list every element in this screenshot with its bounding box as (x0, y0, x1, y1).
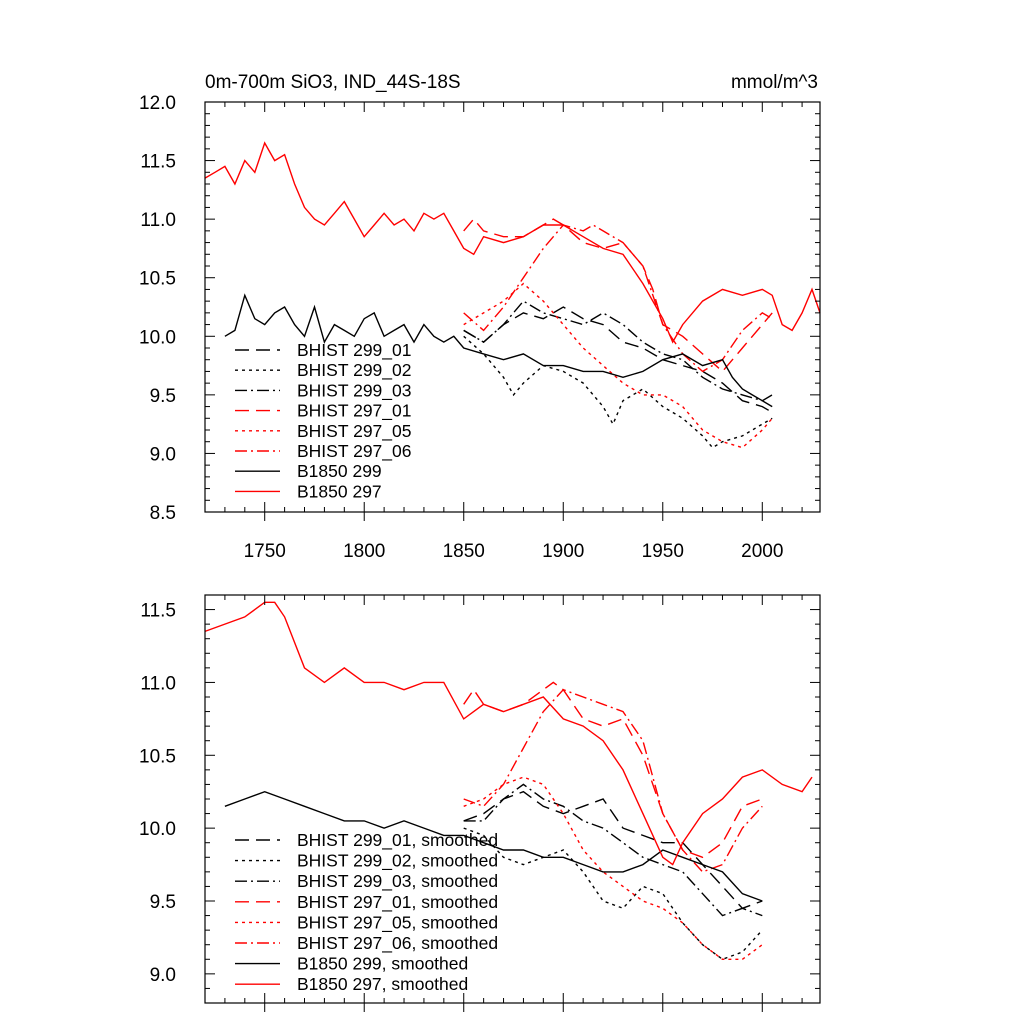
x-tick-label: 1750 (244, 541, 286, 562)
series-line-7 (204, 141, 821, 344)
series-line-6 (224, 293, 773, 408)
legend-label: BHIST 297_06 (297, 441, 411, 462)
series-line-2 (463, 783, 763, 917)
series-line-7 (204, 601, 813, 866)
legend-label: BHIST 299_03, smoothed (297, 871, 498, 892)
series-line-5 (463, 688, 763, 873)
series-line-2 (463, 300, 773, 402)
legend-label: BHIST 299_02 (297, 360, 411, 381)
y-tick-label: 9.0 (150, 965, 176, 986)
y-tick-label: 10.0 (139, 819, 176, 840)
panel-title: 0m-700m SiO3, IND_44S-18S (205, 72, 461, 93)
legend-label: BHIST 297_01 (297, 401, 411, 422)
legend-label: BHIST 297_06, smoothed (297, 933, 498, 954)
series-line-1 (463, 827, 763, 961)
y-tick-label: 10.0 (139, 327, 176, 348)
y-tick-label: 11.0 (140, 673, 176, 694)
series-line-3 (463, 681, 763, 859)
plot-frame (204, 101, 821, 513)
legend-label: BHIST 299_02, smoothed (297, 851, 498, 872)
y-tick-label: 11.5 (140, 601, 176, 622)
series-line-3 (463, 218, 773, 373)
legend-label: B1850 297 (297, 481, 382, 501)
x-tick-label: 1900 (542, 541, 584, 562)
x-tick-label: 1950 (642, 541, 684, 562)
series-line-5 (463, 224, 773, 373)
legend-label: BHIST 299_01, smoothed (297, 830, 498, 851)
y-tick-label: 12.0 (139, 93, 176, 114)
x-tick-label: 2000 (741, 541, 783, 562)
y-tick-label: 10.5 (139, 269, 176, 290)
bottom-panel: 9.0 9.5 10.0 10.5 11.0 11.5 BHIST 299_01, smoo… (139, 594, 821, 1012)
legend-label: BHIST 297_01, smoothed (297, 892, 498, 913)
legend-label: B1850 299 (297, 461, 382, 481)
legend-label: BHIST 297_05, smoothed (297, 912, 498, 933)
y-tick-label: 8.5 (150, 503, 176, 524)
legend-label: BHIST 299_01 (297, 340, 411, 361)
series-line-6 (224, 790, 763, 902)
legend-label: B1850 297, smoothed (297, 974, 468, 994)
y-tick-label: 11.5 (140, 152, 176, 173)
legend-label: BHIST 297_05 (297, 421, 411, 442)
legend-label: B1850 299, smoothed (297, 954, 468, 974)
y-tick-label: 11.0 (140, 210, 176, 231)
legend-label: BHIST 299_03 (297, 380, 411, 401)
series-line-4 (463, 282, 773, 449)
units-label: mmol/m^3 (731, 72, 818, 93)
top-panel: 0m-700m SiO3, IND_44S-18S mmol/m^3 1750 1… (139, 72, 821, 562)
y-tick-label: 9.0 (150, 444, 176, 465)
series-line-0 (463, 790, 763, 910)
x-tick-label: 1850 (443, 541, 485, 562)
y-tick-label: 10.5 (139, 746, 176, 767)
series-line-0 (463, 306, 773, 414)
series-line-4 (463, 776, 763, 960)
series-line-1 (463, 335, 773, 449)
y-tick-label: 9.5 (150, 386, 176, 407)
x-tick-label: 1800 (343, 541, 385, 562)
y-tick-label: 9.5 (150, 892, 176, 913)
